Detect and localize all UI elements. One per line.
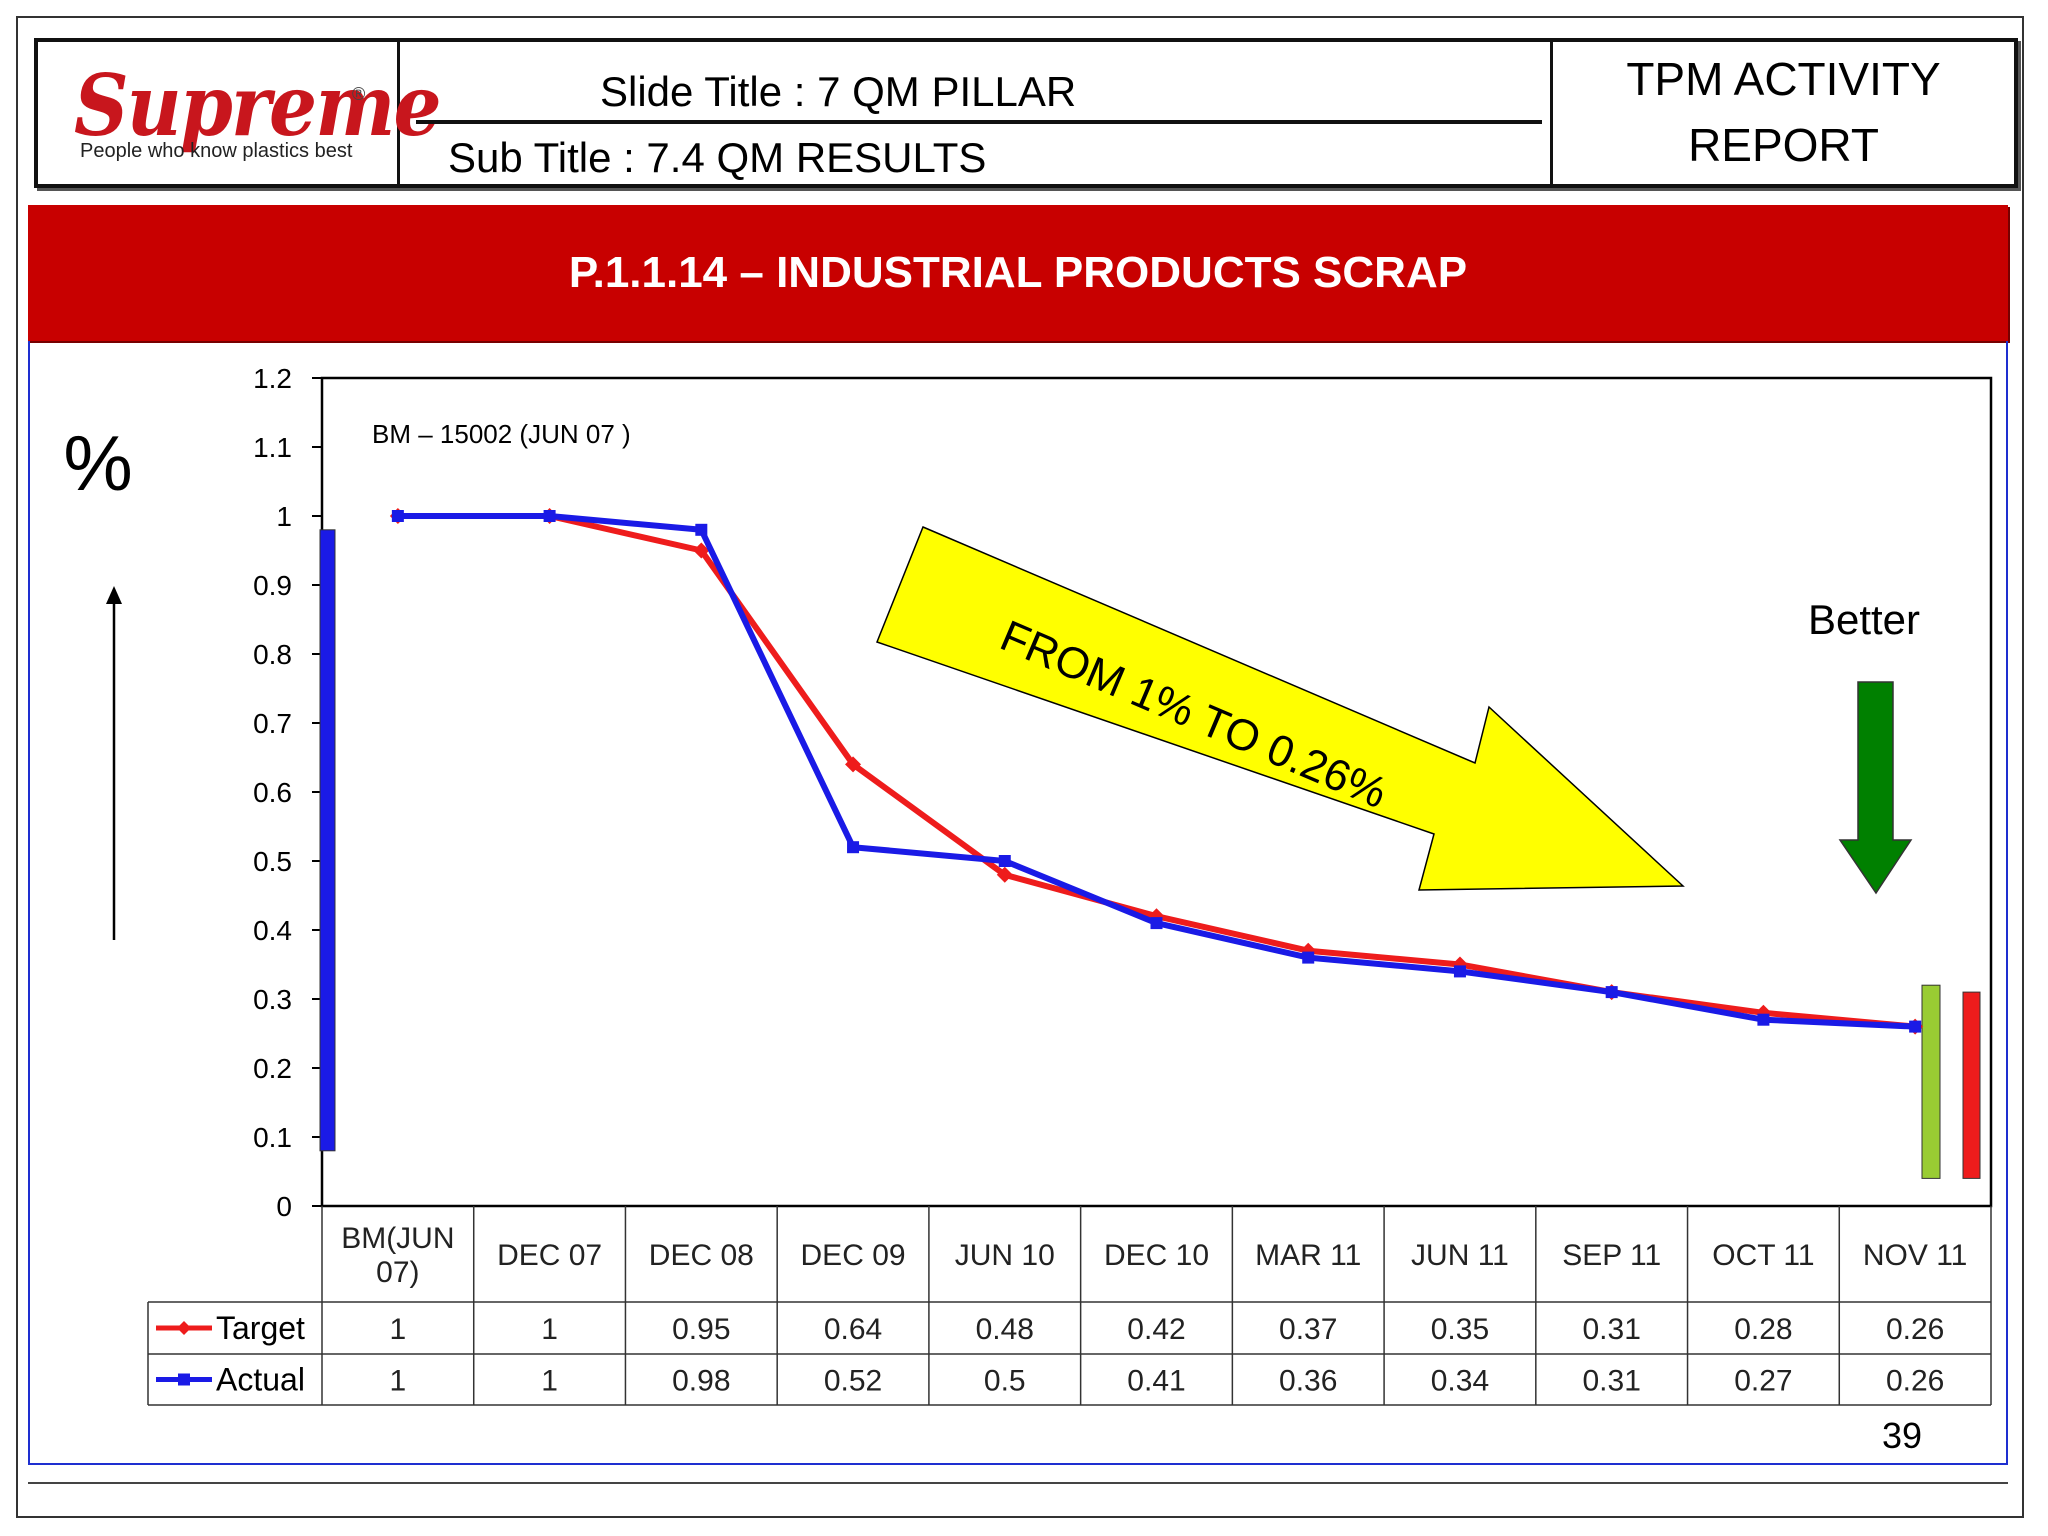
actual-point (391, 510, 404, 522)
content-frame (28, 341, 2008, 1465)
target-point (845, 756, 862, 773)
actual-point (847, 841, 860, 854)
x-category-label: SEP 11 (1562, 1239, 1661, 1272)
actual-point (1909, 1020, 1922, 1033)
footer-rule (28, 1482, 2008, 1484)
table-cell: 0.35 (1431, 1313, 1489, 1346)
series-line-target (397, 513, 1916, 1030)
x-category-label: DEC 09 (801, 1239, 906, 1272)
y-tick-label: 1.2 (253, 363, 292, 394)
series-lines (389, 508, 1924, 1035)
x-category-label: MAR 11 (1255, 1239, 1361, 1272)
better-label: Better (1808, 596, 1920, 643)
slide-title: Slide Title : 7 QM PILLAR (600, 68, 1077, 115)
y-tick-label: 0 (276, 1191, 292, 1222)
report-label: TPM ACTIVITY REPORT (1550, 42, 2014, 184)
title-divider (416, 120, 1542, 124)
table-cell: 1 (541, 1313, 558, 1346)
y-ticks: 0 0.1 0.2 0.3 0.4 0.5 0.6 0.7 0.8 0.9 1 1.1 1.2 (253, 363, 322, 1222)
legend-marker (177, 1321, 191, 1335)
table-cell: 0.28 (1734, 1313, 1792, 1346)
table-cell: 0.5 (984, 1365, 1026, 1398)
y-tick-label: 0.9 (253, 570, 292, 601)
table-cell: 0.31 (1582, 1313, 1640, 1346)
x-category-label: JUN 11 (1411, 1239, 1509, 1272)
y-up-arrowhead (106, 586, 122, 604)
actual-point (998, 855, 1011, 867)
table-cell: 0.27 (1734, 1365, 1792, 1398)
y-tick-label: 1.1 (253, 432, 292, 463)
page-border (16, 16, 2024, 1518)
range-bars (319, 529, 1981, 1179)
logo-tagline: People who know plastics best (80, 140, 353, 162)
table-cell: 0.41 (1127, 1365, 1185, 1398)
x-category-label: DEC 08 (649, 1239, 754, 1272)
table-cell: 0.34 (1431, 1365, 1489, 1398)
actual-point (1453, 965, 1466, 978)
y-tick-label: 0.8 (253, 639, 292, 670)
x-category-label: BM(JUN (341, 1222, 454, 1255)
legend-marker (178, 1373, 190, 1386)
x-category-label: DEC 07 (497, 1239, 602, 1272)
plot-area (320, 376, 1993, 1208)
chart-banner-title: P.1.1.14 – INDUSTRIAL PRODUCTS SCRAP (28, 205, 2008, 341)
target-point (693, 542, 710, 559)
bm-note: BM – 15002 (JUN 07 ) (372, 419, 631, 449)
registered-mark: ® (352, 84, 366, 104)
table-cell: 0.95 (672, 1313, 730, 1346)
table-cell: 1 (390, 1365, 407, 1398)
report-label-line1: TPM ACTIVITY (1626, 53, 1941, 105)
logo-cell: Supreme ® People who know plastics best (38, 42, 442, 184)
page-number: 39 (1882, 1415, 1922, 1456)
actual-point (1150, 917, 1163, 930)
x-category-label: NOV 11 (1863, 1239, 1968, 1272)
y-tick-label: 0.7 (253, 708, 292, 739)
table-cell: 1 (390, 1313, 407, 1346)
table-cell: 0.36 (1279, 1365, 1337, 1398)
x-category-label: DEC 10 (1104, 1239, 1209, 1272)
x-category-label: OCT 11 (1712, 1239, 1814, 1272)
y-tick-label: 1 (276, 501, 292, 532)
title-cell: Slide Title : 7 QM PILLAR Sub Title : 7.… (400, 42, 1550, 184)
report-label-line2: REPORT (1688, 119, 1879, 171)
supreme-logo: Supreme (74, 56, 442, 155)
y-tick-label: 0.5 (253, 846, 292, 877)
table-cell: 1 (541, 1365, 558, 1398)
red-range-bar (1962, 991, 1981, 1179)
table-cell: 0.37 (1279, 1313, 1337, 1346)
table-cell: 0.64 (824, 1313, 882, 1346)
table-cell: 0.52 (824, 1365, 882, 1398)
actual-point (1757, 1013, 1770, 1026)
y-tick-label: 0.4 (253, 915, 292, 946)
x-category-label: 07) (376, 1256, 419, 1289)
actual-point (695, 523, 708, 536)
x-category-label: JUN 10 (955, 1239, 1055, 1272)
better-down-arrow (1838, 681, 1913, 895)
y-tick-label: 0.6 (253, 777, 292, 808)
trend-arrow-shape (876, 526, 1685, 891)
legend-label: Target (216, 1310, 305, 1346)
sub-title: Sub Title : 7.4 QM RESULTS (448, 134, 987, 181)
table-cell: 0.48 (976, 1313, 1034, 1346)
blue-range-bar (319, 529, 336, 1152)
green-range-bar (1921, 984, 1941, 1179)
y-axis-label: % (63, 419, 132, 507)
actual-point (543, 510, 556, 522)
actual-point (1302, 951, 1315, 964)
y-tick-label: 0.1 (253, 1122, 292, 1153)
table-cell: 0.31 (1582, 1365, 1640, 1398)
slide-header: Supreme ® People who know plastics best … (34, 38, 2018, 188)
table-cell: 0.26 (1886, 1365, 1944, 1398)
target-point (996, 866, 1013, 883)
legend-label: Actual (216, 1362, 305, 1398)
table-cell: 0.42 (1127, 1313, 1185, 1346)
y-tick-label: 0.2 (253, 1053, 292, 1084)
series-line-actual (397, 513, 1916, 1030)
actual-point (1605, 986, 1618, 999)
table-cell: 0.26 (1886, 1313, 1944, 1346)
y-tick-label: 0.3 (253, 984, 292, 1015)
table-cell: 0.98 (672, 1365, 730, 1398)
